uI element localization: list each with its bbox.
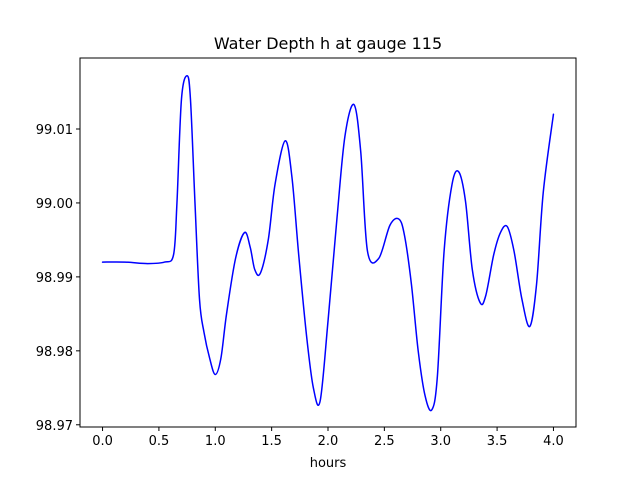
plot-area <box>80 58 576 427</box>
x-axis-label: hours <box>310 456 347 471</box>
y-tick-label: 99.01 <box>36 123 73 138</box>
x-tick-label: 4.0 <box>543 434 564 449</box>
x-tick-label: 0.0 <box>92 434 113 449</box>
x-tick-label: 1.0 <box>205 434 226 449</box>
series-layer <box>101 75 555 412</box>
ticks-layer: 0.0 0.5 1.0 1.5 2.0 2.5 3.0 3.5 4.0 98.97 98.98 98.… <box>36 123 564 449</box>
x-tick-label: 3.0 <box>430 434 451 449</box>
x-tick-label: 3.5 <box>487 434 508 449</box>
y-tick-label: 99.00 <box>36 197 73 212</box>
chart-title: Water Depth h at gauge 115 <box>214 34 442 53</box>
y-tick-label: 98.97 <box>36 419 73 434</box>
x-tick-label: 2.0 <box>318 434 339 449</box>
plot-frame <box>79 57 577 428</box>
y-tick-label: 98.99 <box>36 271 73 286</box>
x-tick-label: 0.5 <box>149 434 170 449</box>
x-tick-label: 2.5 <box>374 434 395 449</box>
x-tick-label: 1.5 <box>261 434 282 449</box>
y-tick-label: 98.98 <box>36 345 73 360</box>
series-line <box>101 75 555 412</box>
